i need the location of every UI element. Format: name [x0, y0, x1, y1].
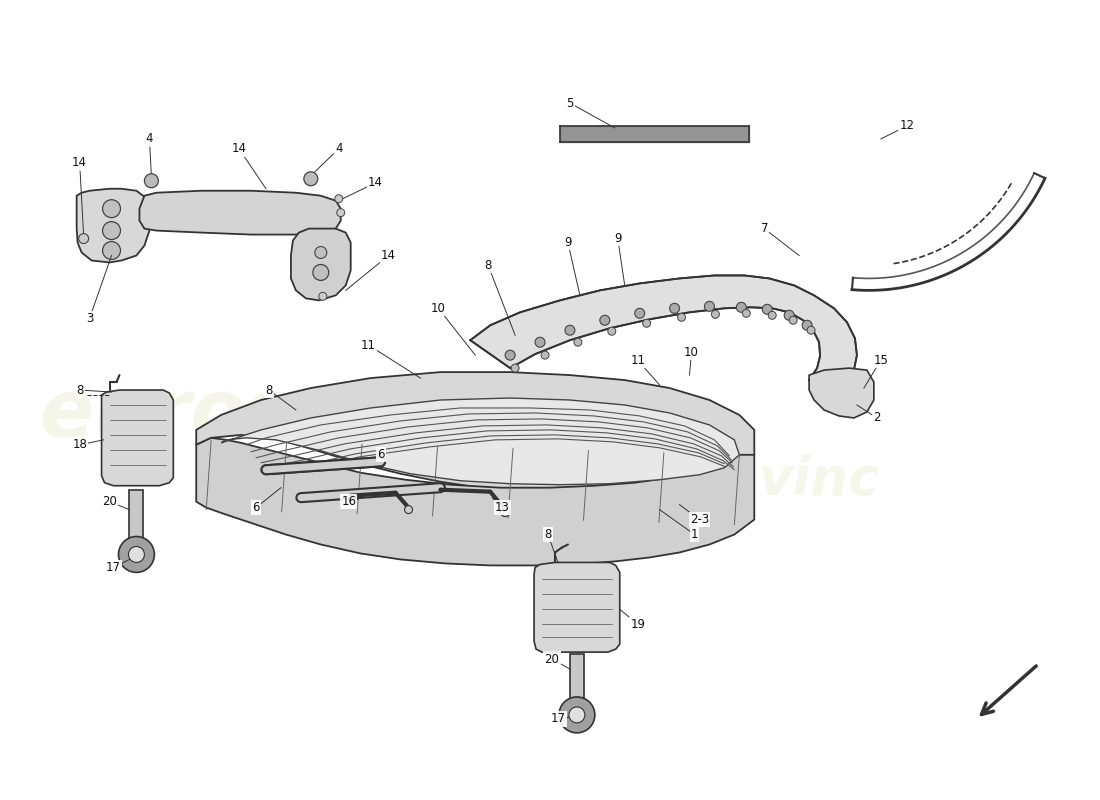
Circle shape	[608, 327, 616, 335]
Circle shape	[712, 310, 719, 318]
Circle shape	[762, 304, 772, 314]
Bar	[130, 490, 143, 545]
Text: 8: 8	[76, 383, 84, 397]
Text: 13: 13	[495, 501, 509, 514]
Circle shape	[535, 338, 544, 347]
Circle shape	[642, 319, 650, 327]
Text: 16: 16	[341, 495, 356, 508]
Text: 9: 9	[564, 236, 572, 249]
Text: euros: euros	[39, 376, 294, 454]
Circle shape	[768, 311, 777, 319]
Circle shape	[337, 209, 344, 217]
Text: 14: 14	[232, 142, 246, 155]
Circle shape	[102, 242, 121, 259]
Polygon shape	[196, 438, 755, 566]
Text: 6: 6	[377, 448, 384, 462]
Text: 19: 19	[630, 618, 646, 630]
Circle shape	[559, 697, 595, 733]
Text: vinc: vinc	[758, 454, 880, 506]
Polygon shape	[77, 189, 150, 262]
Text: 4: 4	[145, 133, 153, 146]
Circle shape	[742, 310, 750, 318]
Circle shape	[565, 326, 575, 335]
Text: 2-3: 2-3	[690, 513, 710, 526]
Text: 8: 8	[484, 259, 492, 272]
Polygon shape	[101, 390, 174, 486]
Polygon shape	[471, 275, 857, 382]
Text: 12: 12	[900, 119, 914, 133]
Text: 14: 14	[368, 176, 383, 190]
Circle shape	[319, 292, 327, 300]
Circle shape	[78, 234, 89, 243]
Text: 10: 10	[684, 346, 699, 358]
Text: 10: 10	[431, 302, 446, 315]
Text: 8: 8	[544, 528, 552, 541]
Text: 11: 11	[630, 354, 646, 366]
Text: 14: 14	[381, 249, 396, 262]
Circle shape	[315, 246, 327, 258]
Text: 18: 18	[73, 438, 87, 451]
Circle shape	[119, 537, 154, 572]
Circle shape	[670, 303, 680, 314]
Circle shape	[789, 316, 797, 324]
Circle shape	[784, 310, 794, 320]
Polygon shape	[810, 368, 873, 418]
Circle shape	[802, 320, 812, 330]
Text: a passion f: a passion f	[311, 471, 669, 528]
Circle shape	[500, 506, 510, 517]
Text: 8: 8	[265, 383, 273, 397]
Text: 11: 11	[361, 338, 376, 352]
Polygon shape	[196, 372, 755, 494]
Circle shape	[574, 338, 582, 346]
Circle shape	[600, 315, 609, 326]
Text: 15: 15	[873, 354, 889, 366]
Circle shape	[512, 364, 519, 372]
Bar	[570, 654, 584, 704]
Text: 17: 17	[550, 712, 565, 726]
Polygon shape	[221, 398, 739, 485]
Text: 4: 4	[336, 142, 342, 155]
Circle shape	[334, 194, 343, 202]
Circle shape	[144, 174, 158, 188]
Text: 2: 2	[873, 411, 881, 425]
Circle shape	[569, 707, 585, 723]
Circle shape	[405, 506, 412, 514]
Circle shape	[505, 350, 515, 360]
Circle shape	[312, 265, 329, 281]
Circle shape	[807, 326, 815, 334]
Text: 6: 6	[252, 501, 260, 514]
Circle shape	[541, 351, 549, 359]
Circle shape	[736, 302, 746, 312]
Polygon shape	[290, 229, 351, 300]
Text: 9: 9	[614, 232, 622, 245]
Text: 7: 7	[760, 222, 768, 235]
Text: 5: 5	[566, 97, 573, 110]
Text: 1: 1	[691, 528, 698, 541]
Circle shape	[304, 172, 318, 186]
Circle shape	[635, 308, 645, 318]
Circle shape	[129, 546, 144, 562]
Text: 14: 14	[73, 156, 87, 170]
Circle shape	[704, 302, 714, 311]
Polygon shape	[140, 190, 341, 234]
Circle shape	[678, 314, 685, 322]
Circle shape	[102, 222, 121, 239]
Text: 17: 17	[106, 561, 121, 574]
Circle shape	[102, 200, 121, 218]
Text: 20: 20	[102, 495, 117, 508]
Text: 20: 20	[544, 653, 560, 666]
Text: 3: 3	[86, 312, 94, 325]
Polygon shape	[535, 562, 619, 652]
